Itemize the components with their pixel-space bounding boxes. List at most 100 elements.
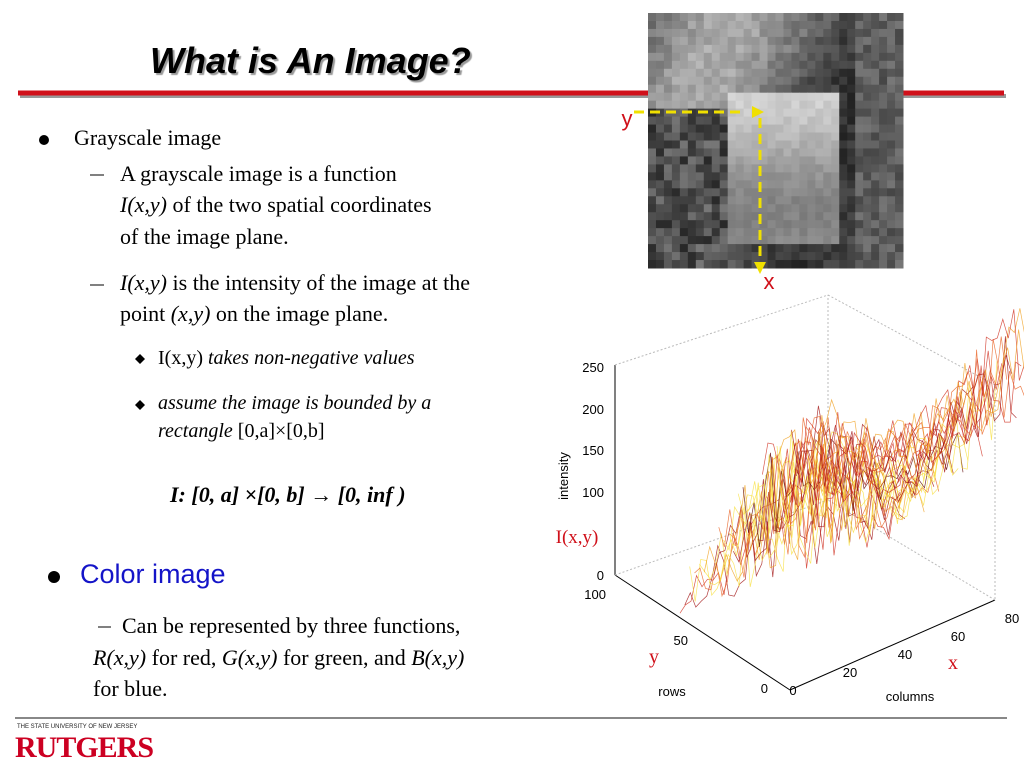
pixel [863,148,872,157]
pixel [711,92,721,102]
pixel [831,108,840,118]
pixel [695,204,705,213]
pixel [719,68,729,78]
bullet-heading: Color image [80,559,226,589]
pixel [871,164,880,173]
pixel [831,212,840,221]
pixel [887,212,896,221]
pixel [823,60,832,70]
pixel [679,44,689,54]
pixel [711,164,721,173]
pixel [895,92,904,102]
math: B(x,y) [411,645,465,670]
pixel [719,188,729,197]
pixel [663,188,673,197]
pixel [719,84,729,94]
pixel [671,84,681,94]
pixel [687,132,697,141]
pixel [791,124,800,134]
pixel [871,68,880,78]
pixel [895,116,904,126]
pixel [735,92,745,102]
pixel [807,220,816,229]
pixel [671,108,681,118]
pixel [655,140,665,149]
pixel [751,212,761,221]
rows-tick-label: 50 [674,633,688,648]
pixel [799,84,808,94]
pixel [887,132,896,141]
pixel [855,68,864,78]
pixel [799,180,808,189]
pixel [823,68,832,78]
pixel [855,228,864,237]
pixel [791,36,800,46]
pixel [831,188,840,197]
bullet [135,354,145,364]
pixel [783,20,792,30]
pixel [735,228,745,237]
pixel [767,100,776,110]
pixel [791,172,800,181]
pixel [711,28,721,38]
pixel [871,228,880,237]
pixel [759,20,769,30]
pixel [839,68,848,78]
pixel [783,84,792,94]
pixel [863,228,872,237]
pixel [887,124,896,134]
pixel [743,100,753,110]
pixel [855,180,864,189]
pixel [839,164,848,173]
pixel [727,20,737,30]
pixel [743,52,753,62]
pixel [671,196,681,205]
pixel [679,220,689,229]
pixel [727,236,737,245]
pixel [815,60,824,70]
pixel [895,156,904,165]
pixel [831,228,840,237]
pixel [855,84,864,94]
pixel [695,68,705,78]
pixel [751,36,761,46]
pixel [743,84,753,94]
pixel [783,36,792,46]
pixel [863,164,872,173]
pixel [727,204,737,213]
pixel [871,156,880,165]
pixel [863,236,872,245]
pixel [879,220,888,229]
pixel [727,140,737,149]
surface-trace [708,450,930,586]
pixel [767,244,776,253]
pixel [679,204,689,213]
pixel [887,108,896,118]
pixel [855,60,864,70]
plot-x-label: x [948,652,958,674]
pixel [783,52,792,62]
pixel [863,76,872,86]
pixel [671,228,681,237]
pixel [815,180,824,189]
pixel [679,68,689,78]
pixel [751,252,761,261]
pixel [823,212,832,221]
pixel [895,236,904,245]
pixel [791,148,800,157]
pixel [879,92,888,102]
frame-line [614,294,829,366]
pixel [831,13,840,22]
pixel [783,244,792,253]
pixel [687,60,697,70]
pixel [648,228,657,237]
pixel [679,180,689,189]
pixel [735,180,745,189]
pixel [767,13,776,22]
pixel [671,100,681,110]
pixel [775,228,784,237]
pixel [815,100,824,110]
pixel [775,76,784,86]
pixel [711,148,721,157]
pixel [887,76,896,86]
